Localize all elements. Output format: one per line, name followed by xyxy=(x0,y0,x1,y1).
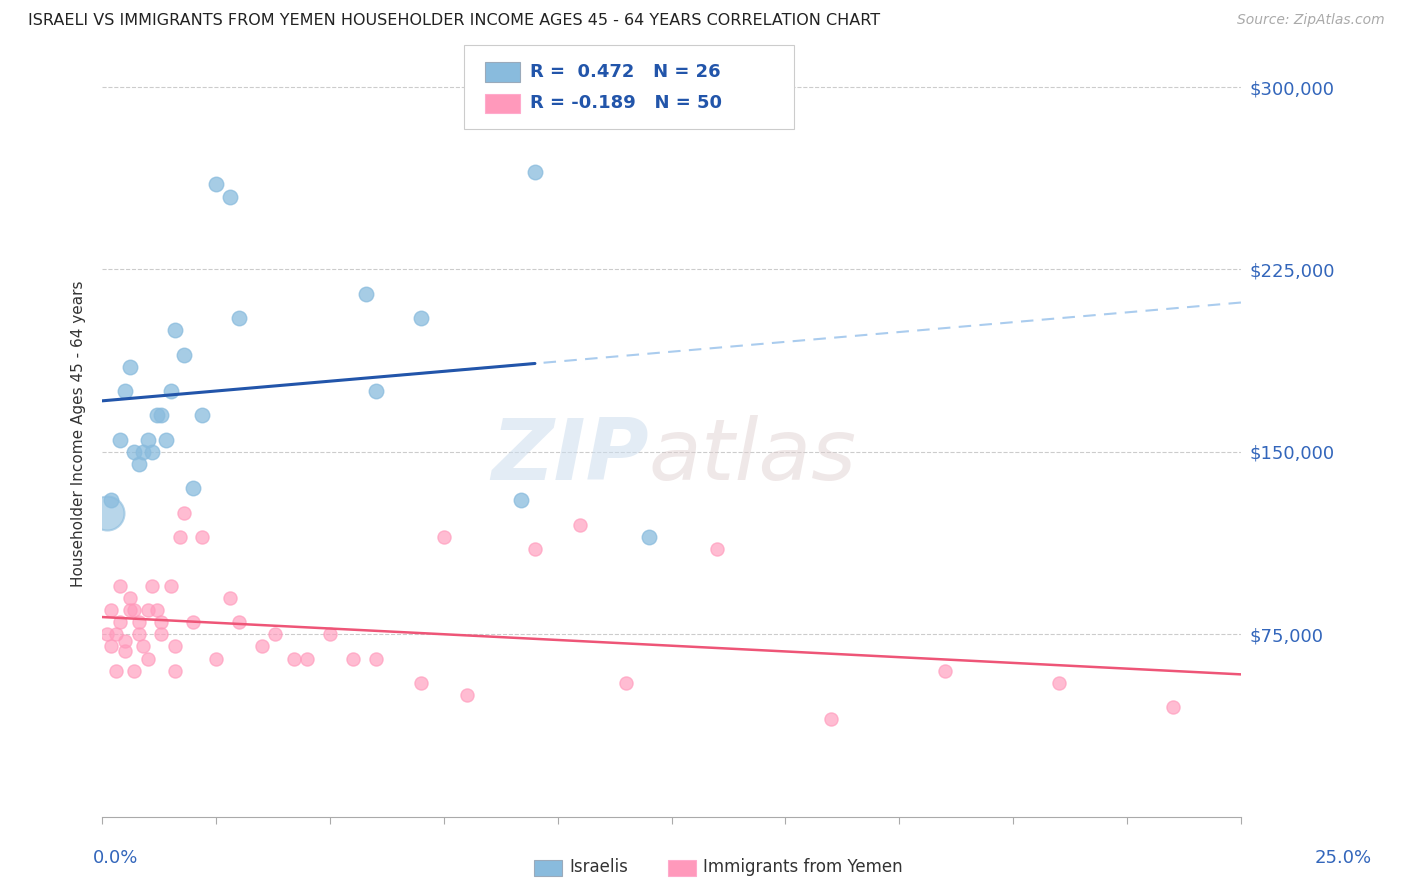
Point xyxy=(228,615,250,629)
Point xyxy=(100,493,122,508)
Point xyxy=(100,603,122,617)
Point xyxy=(295,651,318,665)
Point xyxy=(110,433,132,447)
Point xyxy=(114,384,136,398)
Point xyxy=(264,627,287,641)
Point xyxy=(173,348,195,362)
Point xyxy=(155,433,177,447)
Point xyxy=(150,615,173,629)
Point xyxy=(510,493,533,508)
Point xyxy=(319,627,342,641)
Point xyxy=(165,664,187,678)
Point xyxy=(96,506,118,520)
Point xyxy=(1161,700,1184,714)
Text: Source: ZipAtlas.com: Source: ZipAtlas.com xyxy=(1237,13,1385,28)
Text: ZIP: ZIP xyxy=(491,415,648,498)
Point xyxy=(141,578,163,592)
Point xyxy=(165,640,187,654)
Point xyxy=(136,651,159,665)
Text: atlas: atlas xyxy=(648,415,856,498)
Point xyxy=(364,651,387,665)
Text: 0.0%: 0.0% xyxy=(93,849,138,867)
Point xyxy=(250,640,273,654)
Point xyxy=(150,627,173,641)
Point xyxy=(136,433,159,447)
Point xyxy=(181,615,204,629)
Point xyxy=(934,664,956,678)
Point xyxy=(523,165,546,179)
Text: 25.0%: 25.0% xyxy=(1315,849,1371,867)
Point xyxy=(523,542,546,557)
Point xyxy=(159,578,181,592)
Point xyxy=(1047,675,1070,690)
Point xyxy=(118,591,141,605)
Point xyxy=(146,409,169,423)
Point xyxy=(173,506,195,520)
Point xyxy=(114,644,136,658)
Point xyxy=(218,591,240,605)
Text: ISRAELI VS IMMIGRANTS FROM YEMEN HOUSEHOLDER INCOME AGES 45 - 64 YEARS CORRELATI: ISRAELI VS IMMIGRANTS FROM YEMEN HOUSEHO… xyxy=(28,13,880,29)
Point xyxy=(356,286,378,301)
Point xyxy=(218,189,240,203)
Point xyxy=(165,323,187,337)
Point xyxy=(128,627,150,641)
Point xyxy=(191,530,214,544)
Point xyxy=(141,445,163,459)
Text: Israelis: Israelis xyxy=(569,858,628,876)
Point xyxy=(409,675,432,690)
Point xyxy=(433,530,456,544)
Point xyxy=(159,384,181,398)
Text: R =  0.472   N = 26: R = 0.472 N = 26 xyxy=(530,63,721,81)
Point xyxy=(122,445,145,459)
Point xyxy=(132,640,155,654)
Point xyxy=(136,603,159,617)
Point xyxy=(228,311,250,326)
Point xyxy=(118,359,141,374)
Y-axis label: Householder Income Ages 45 - 64 years: Householder Income Ages 45 - 64 years xyxy=(72,280,86,587)
Point xyxy=(100,640,122,654)
Point xyxy=(637,530,659,544)
Point xyxy=(706,542,728,557)
Point xyxy=(114,634,136,648)
Point xyxy=(614,675,637,690)
Point xyxy=(110,578,132,592)
Point xyxy=(118,603,141,617)
Point xyxy=(96,627,118,641)
Point xyxy=(181,481,204,495)
Point xyxy=(364,384,387,398)
Point xyxy=(820,712,842,726)
Point xyxy=(122,664,145,678)
Point xyxy=(342,651,364,665)
Point xyxy=(205,178,228,192)
Point xyxy=(409,311,432,326)
Point xyxy=(169,530,191,544)
Point xyxy=(104,664,127,678)
Text: Immigrants from Yemen: Immigrants from Yemen xyxy=(703,858,903,876)
Point xyxy=(205,651,228,665)
Point xyxy=(456,688,478,702)
Point xyxy=(146,603,169,617)
Point xyxy=(191,409,214,423)
Point xyxy=(132,445,155,459)
Point xyxy=(110,615,132,629)
Point xyxy=(569,517,592,532)
Point xyxy=(104,627,127,641)
Point xyxy=(128,615,150,629)
Point xyxy=(283,651,305,665)
Point xyxy=(150,409,173,423)
Point xyxy=(122,603,145,617)
Point xyxy=(128,457,150,471)
Text: R = -0.189   N = 50: R = -0.189 N = 50 xyxy=(530,95,723,112)
